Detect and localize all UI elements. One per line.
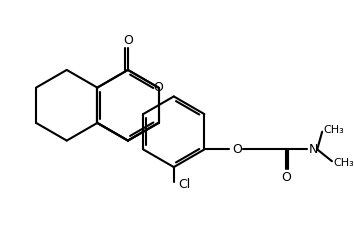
Text: O: O [123,34,133,47]
Text: O: O [232,143,242,156]
Text: CH₃: CH₃ [324,125,344,135]
Text: Cl: Cl [179,178,191,191]
Text: N: N [309,143,318,156]
Text: CH₃: CH₃ [333,158,354,168]
Text: O: O [154,81,164,94]
Text: O: O [281,171,291,184]
